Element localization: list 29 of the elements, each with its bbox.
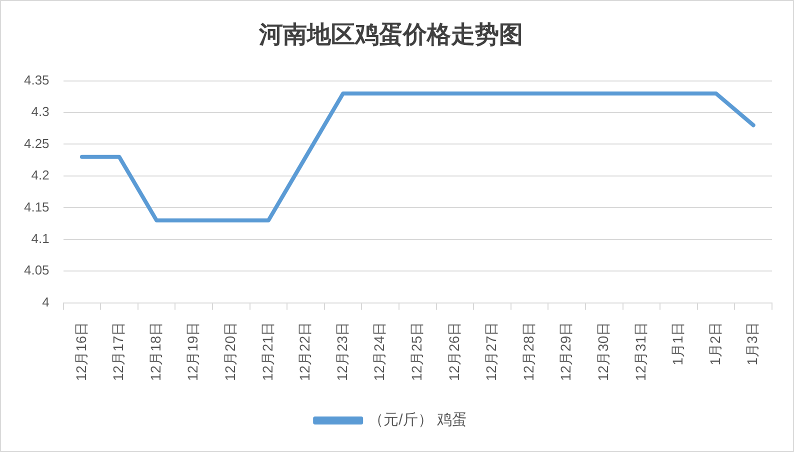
chart-title: 河南地区鸡蛋价格走势图 [258,20,523,49]
x-tick-label: 12月24日 [371,322,388,382]
x-tick-label: 12月28日 [520,322,536,382]
x-tick-label: 12月16日 [72,322,89,382]
x-tick-label: 12月22日 [296,322,313,382]
y-tick-label: 4.15 [24,199,50,214]
y-tick-label: 4.3 [31,104,50,120]
x-tick-label: 12月29日 [558,322,574,382]
y-tick-label: 4.1 [31,230,50,246]
x-tick-label: 12月18日 [147,322,164,382]
x-tick-label: 12月20日 [222,322,238,382]
x-tick-label: 1月3日 [744,322,760,366]
legend-label: （元/斤） 鸡蛋 [368,412,467,429]
y-tick-label: 4.25 [24,136,50,151]
x-tick-label: 1月2日 [706,322,723,366]
x-tick-label: 12月19日 [184,322,201,382]
x-tick-label: 12月21日 [259,322,276,382]
x-tick-label: 12月23日 [334,322,350,382]
y-tick-label: 4 [42,294,50,310]
x-tick-label: 12月31日 [632,322,648,382]
y-tick-label: 4.2 [31,168,50,183]
x-tick-label: 12月30日 [595,322,612,382]
x-tick-label: 12月27日 [483,322,500,382]
x-tick-label: 1月1日 [670,322,686,366]
x-tick-label: 12月26日 [446,322,462,382]
x-tick-label: 12月17日 [110,322,126,382]
y-tick-label: 4.05 [24,262,50,278]
y-tick-label: 4.35 [24,72,50,88]
x-tick-label: 12月25日 [408,322,425,382]
